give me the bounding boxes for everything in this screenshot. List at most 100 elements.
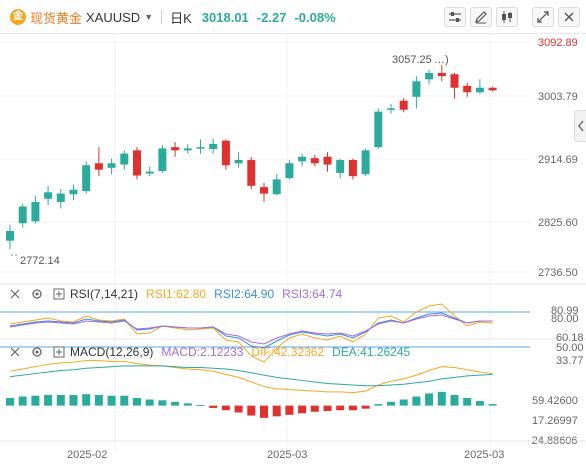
date-label: 2025-02 xyxy=(67,449,107,461)
macd-histogram-bar xyxy=(82,394,91,406)
rsi2-line xyxy=(9,312,493,349)
macd-histogram-bar xyxy=(298,405,307,414)
rsi-lines xyxy=(9,303,493,363)
candle-body xyxy=(234,160,243,164)
close-icon[interactable] xyxy=(558,7,580,27)
chart-header: 金 现货黄金 XAUUSD ▼ 日K 3018.01 -2.27 -0.08% xyxy=(0,0,586,34)
candle-body xyxy=(247,160,256,186)
macd-histogram-bar xyxy=(475,401,484,406)
macd-series xyxy=(6,360,497,418)
candle-style-icon[interactable] xyxy=(496,7,518,27)
candle-body xyxy=(18,206,27,224)
chart-canvas[interactable]: 3092.89 3003.79 2914.69 2825.60 2736.50 … xyxy=(0,34,586,468)
macd-value: MACD:2.12233 xyxy=(161,345,244,359)
candle-body xyxy=(221,140,230,166)
candle-body xyxy=(336,160,345,173)
date-label: 2025-03 xyxy=(464,449,504,461)
low-label: 2772.14 xyxy=(20,255,60,267)
candle-body xyxy=(145,171,154,174)
dif-line xyxy=(9,360,493,394)
chevron-left-icon xyxy=(577,120,584,132)
candle-body xyxy=(463,85,472,93)
macd-tick: 17.26997 xyxy=(532,415,578,427)
macd-histogram-bar xyxy=(247,405,256,416)
price-tick: 3092.89 xyxy=(538,37,578,49)
macd-histogram-bar xyxy=(463,398,472,406)
candle-body xyxy=(44,192,53,199)
draw-icon[interactable] xyxy=(470,7,492,27)
macd-histogram-bar xyxy=(171,401,180,406)
indicator-settings-icon[interactable] xyxy=(444,7,466,27)
candle-body xyxy=(31,201,40,222)
macd-histogram-bar xyxy=(133,398,141,406)
toolbar xyxy=(440,7,580,27)
macd-histogram-bar xyxy=(387,401,395,406)
chevron-down-icon[interactable]: ▼ xyxy=(144,12,154,22)
collapse-panel-button[interactable] xyxy=(574,110,586,142)
macd-histogram-bar xyxy=(183,403,192,406)
candle-body xyxy=(310,158,319,164)
symbol-name: 现货黄金 xyxy=(30,10,83,26)
macd-histogram-bar xyxy=(348,405,357,411)
macd-histogram-bar xyxy=(6,398,14,406)
last-price: 3018.01 xyxy=(201,9,249,25)
rsi-tick: 80.00 xyxy=(551,313,579,325)
macd-histogram-bar xyxy=(221,405,230,411)
dif-value: DIF:42.32362 xyxy=(251,345,325,359)
rsi-tick: 80.99 xyxy=(551,305,579,317)
candle-body xyxy=(82,165,91,192)
macd-histogram-bar xyxy=(272,405,281,417)
candle-body xyxy=(94,163,103,170)
expand-icon[interactable] xyxy=(532,7,554,27)
rsi1-value: RSI1:62.80 xyxy=(146,287,207,301)
rsi-header: RSI(7,14,21) RSI1:62.80 RSI2:64.90 RSI3:… xyxy=(0,285,342,303)
rsi-tick: 60.18 xyxy=(556,332,584,344)
macd-histogram-bar xyxy=(399,399,408,406)
macd-histogram-bar xyxy=(310,405,319,412)
candle-body xyxy=(133,150,141,176)
macd-histogram-bar xyxy=(412,396,421,406)
period-selector[interactable]: 日K xyxy=(170,10,192,26)
candle-body xyxy=(285,163,294,179)
divider xyxy=(161,10,163,24)
gold-coin-icon: 金 xyxy=(10,9,26,25)
close-icon[interactable] xyxy=(8,345,22,359)
macd-histogram-bar xyxy=(158,400,167,406)
macd-histogram-bar xyxy=(488,404,497,406)
candle-body xyxy=(196,147,205,149)
candle-body xyxy=(171,147,180,151)
close-icon[interactable] xyxy=(8,287,22,301)
candle-body xyxy=(348,160,357,177)
rsi-title: RSI(7,14,21) xyxy=(70,287,139,301)
price-tick: 3003.79 xyxy=(538,91,578,103)
macd-histogram-bar xyxy=(44,394,53,406)
rsi2-value: RSI2:64.90 xyxy=(214,287,275,301)
candle-body xyxy=(272,179,281,195)
macd-histogram-bar xyxy=(56,394,65,406)
candle-body xyxy=(209,143,218,150)
rsi-tick: 33.77 xyxy=(556,355,584,367)
candle-body xyxy=(298,156,307,162)
gear-icon[interactable] xyxy=(30,287,44,301)
high-marker: …) xyxy=(434,54,449,66)
rsi3-line xyxy=(9,314,493,345)
macd-histogram-bar xyxy=(450,394,459,406)
candle-body xyxy=(412,81,421,97)
date-label: 2025-03 xyxy=(267,449,307,461)
macd-histogram-bar xyxy=(196,404,205,406)
plus-box-icon[interactable] xyxy=(52,345,66,359)
macd-title: MACD(12,26,9) xyxy=(70,345,154,359)
plus-box-icon[interactable] xyxy=(52,287,66,301)
macd-histogram-bar xyxy=(145,399,154,406)
macd-histogram-bar xyxy=(69,394,78,406)
price-tick: 2825.60 xyxy=(538,217,578,229)
gear-icon[interactable] xyxy=(30,345,44,359)
symbol-selector[interactable]: 金 现货黄金 XAUUSD ▼ 日K 3018.01 -2.27 -0.08% xyxy=(10,8,336,26)
candle-body xyxy=(158,148,167,172)
candle-body xyxy=(107,163,116,168)
rsi1-line xyxy=(9,303,493,363)
macd-histogram-bar xyxy=(425,393,434,406)
macd-histogram-bar xyxy=(437,391,446,406)
candle-body xyxy=(6,231,14,241)
symbol-code: XAUUSD xyxy=(86,9,141,25)
